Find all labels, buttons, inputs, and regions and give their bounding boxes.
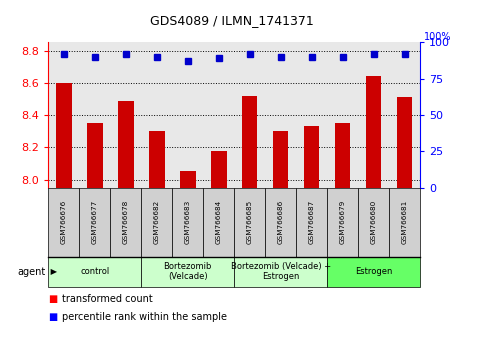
Text: GSM766683: GSM766683 [185, 200, 191, 244]
Text: 100%: 100% [424, 33, 452, 42]
Text: GSM766685: GSM766685 [247, 200, 253, 244]
Bar [242, 96, 257, 188]
Text: GSM766677: GSM766677 [92, 200, 98, 244]
Bar [118, 101, 133, 188]
Bar [211, 150, 227, 188]
Text: agent: agent [18, 267, 46, 277]
Bar [56, 83, 71, 188]
Bar [273, 131, 288, 188]
Text: Estrogen: Estrogen [355, 267, 392, 276]
Text: GSM766679: GSM766679 [340, 200, 346, 244]
Text: GSM766684: GSM766684 [216, 200, 222, 244]
Text: GDS4089 / ILMN_1741371: GDS4089 / ILMN_1741371 [150, 14, 314, 27]
Text: percentile rank within the sample: percentile rank within the sample [62, 312, 227, 321]
Text: ■: ■ [48, 312, 57, 321]
Text: control: control [80, 267, 110, 276]
Bar [149, 131, 165, 188]
Text: GSM766678: GSM766678 [123, 200, 129, 244]
Text: ▶: ▶ [48, 267, 57, 276]
Text: GSM766686: GSM766686 [278, 200, 284, 244]
Bar [180, 171, 196, 188]
Text: GSM766680: GSM766680 [371, 200, 377, 244]
Bar [366, 76, 382, 188]
Bar [304, 126, 319, 188]
Text: GSM766681: GSM766681 [402, 200, 408, 244]
Text: Bortezomib
(Velcade): Bortezomib (Velcade) [164, 262, 212, 281]
Text: transformed count: transformed count [62, 294, 153, 304]
Bar [335, 123, 351, 188]
Text: Bortezomib (Velcade) +
Estrogen: Bortezomib (Velcade) + Estrogen [231, 262, 331, 281]
Text: GSM766676: GSM766676 [61, 200, 67, 244]
Bar [397, 97, 412, 188]
Text: GSM766682: GSM766682 [154, 200, 160, 244]
Text: GSM766687: GSM766687 [309, 200, 315, 244]
Text: ■: ■ [48, 294, 57, 304]
Bar [87, 123, 102, 188]
